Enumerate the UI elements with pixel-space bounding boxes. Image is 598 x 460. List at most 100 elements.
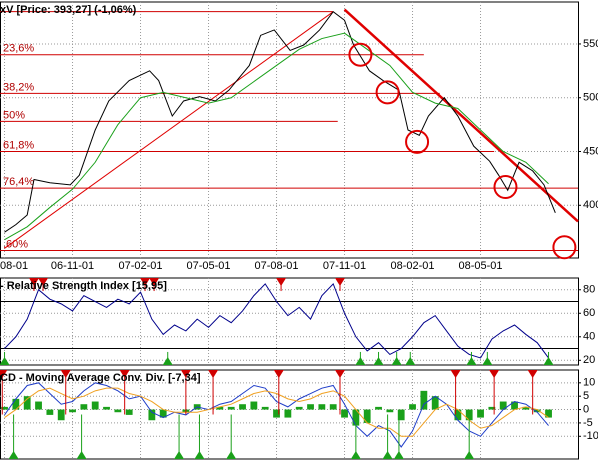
histogram-bar — [227, 406, 235, 410]
histogram-bar — [420, 390, 428, 410]
histogram-bar — [397, 409, 405, 421]
y-tick-label: 500 — [583, 92, 598, 104]
histogram-bar — [216, 406, 224, 410]
histogram-bar — [12, 398, 20, 410]
histogram-bar — [307, 404, 314, 410]
histogram-bar — [284, 409, 292, 418]
y-tick-label: -5 — [583, 417, 593, 429]
sell-signal — [0, 370, 8, 378]
highlight-circle — [348, 42, 373, 67]
histogram-bar — [261, 406, 269, 410]
histogram-bar — [454, 409, 462, 421]
y-tick-label: 60 — [583, 307, 595, 319]
histogram-bar — [35, 401, 42, 410]
trend-line — [4, 11, 334, 249]
histogram-bar — [239, 404, 246, 410]
histogram-bar — [363, 409, 371, 423]
sell-signal — [489, 370, 500, 378]
buy-signal — [174, 451, 185, 459]
histogram-bar — [46, 409, 54, 415]
sell-signal — [140, 278, 151, 286]
buy-signal — [373, 357, 384, 365]
y-tick-label: 40 — [583, 331, 595, 343]
fib-label: 50% — [3, 109, 25, 121]
panel-title: xV [Price: 393,27] (-1,06%) — [0, 4, 137, 16]
histogram-bar — [1, 406, 8, 410]
panel-frame — [0, 1, 579, 259]
panel-title: CD - Moving Average Conv. Div. [-7,34] — [0, 372, 201, 384]
panel-title: - Relative Strength Index [15,95] — [0, 280, 167, 292]
buy-signal — [464, 451, 475, 459]
sell-signal — [60, 370, 71, 378]
histogram-bar — [159, 409, 167, 418]
buy-signal — [8, 451, 19, 459]
buy-signal — [162, 357, 173, 365]
histogram-bar — [273, 409, 280, 418]
x-tick-label: 07-11-01 — [323, 260, 366, 272]
histogram-bar — [148, 409, 156, 421]
buy-signal — [466, 357, 477, 365]
histogram-bar — [341, 409, 348, 418]
histogram-bar — [318, 404, 326, 410]
histogram-bar — [57, 409, 65, 421]
highlight-circle — [405, 129, 430, 154]
series-line — [4, 382, 549, 448]
fib-label: 76,4% — [3, 176, 34, 188]
x-tick-label: 07-02-01 — [119, 260, 163, 272]
x-tick-label: 07-08-01 — [255, 260, 299, 272]
sell-signal — [450, 370, 461, 378]
series-line — [4, 10, 556, 233]
histogram-bar — [114, 409, 122, 413]
y-tick-label: 80 — [583, 284, 595, 296]
sell-signal — [208, 370, 219, 378]
buy-signal — [226, 451, 237, 459]
histogram-bar — [295, 406, 303, 410]
highlight-circle — [493, 175, 518, 200]
y-tick-label: -10 — [583, 430, 598, 442]
histogram-bar — [80, 404, 88, 410]
y-tick-label: 10 — [583, 377, 595, 389]
sell-signal — [527, 370, 538, 378]
buy-signal — [405, 357, 416, 365]
buy-signal — [482, 357, 493, 365]
buy-signal — [194, 451, 205, 459]
histogram-bar — [69, 409, 76, 413]
histogram-bar — [23, 396, 31, 410]
histogram-bar — [522, 406, 530, 410]
histogram-bar — [250, 401, 258, 410]
series-line — [4, 282, 549, 359]
histogram-bar — [533, 409, 541, 413]
sell-signal — [276, 278, 287, 286]
sell-signal — [180, 370, 191, 378]
y-tick-label: 450 — [583, 145, 598, 157]
series-line — [4, 387, 549, 437]
buy-signal — [76, 451, 87, 459]
histogram-bar — [91, 401, 99, 410]
sell-signal — [273, 370, 284, 378]
histogram-bar — [511, 401, 518, 410]
y-tick-label: 0 — [583, 403, 589, 415]
sell-signal — [29, 278, 39, 286]
fib-label: .60% — [3, 238, 28, 250]
histogram-bar — [409, 404, 416, 410]
buy-signal — [0, 357, 10, 365]
buy-signal — [391, 357, 402, 365]
y-tick-label: 400 — [583, 199, 598, 211]
histogram-bar — [488, 406, 496, 410]
x-tick-label: 08-02-01 — [391, 260, 435, 272]
x-tick-label: 08-01 — [0, 260, 28, 272]
sell-signal — [335, 370, 345, 378]
buy-signal — [382, 451, 393, 459]
highlight-circle — [552, 235, 577, 260]
y-tick-label: 550 — [583, 38, 598, 50]
highlight-circle — [375, 80, 400, 105]
histogram-bar — [545, 409, 552, 418]
histogram-bar — [386, 409, 394, 413]
x-tick-label: 08-05-01 — [459, 260, 503, 272]
histogram-bar — [477, 409, 484, 418]
x-tick-label: 07-05-01 — [187, 260, 231, 272]
y-tick-label: 5 — [583, 390, 589, 402]
histogram-bar — [375, 406, 382, 410]
buy-signal — [543, 357, 554, 365]
